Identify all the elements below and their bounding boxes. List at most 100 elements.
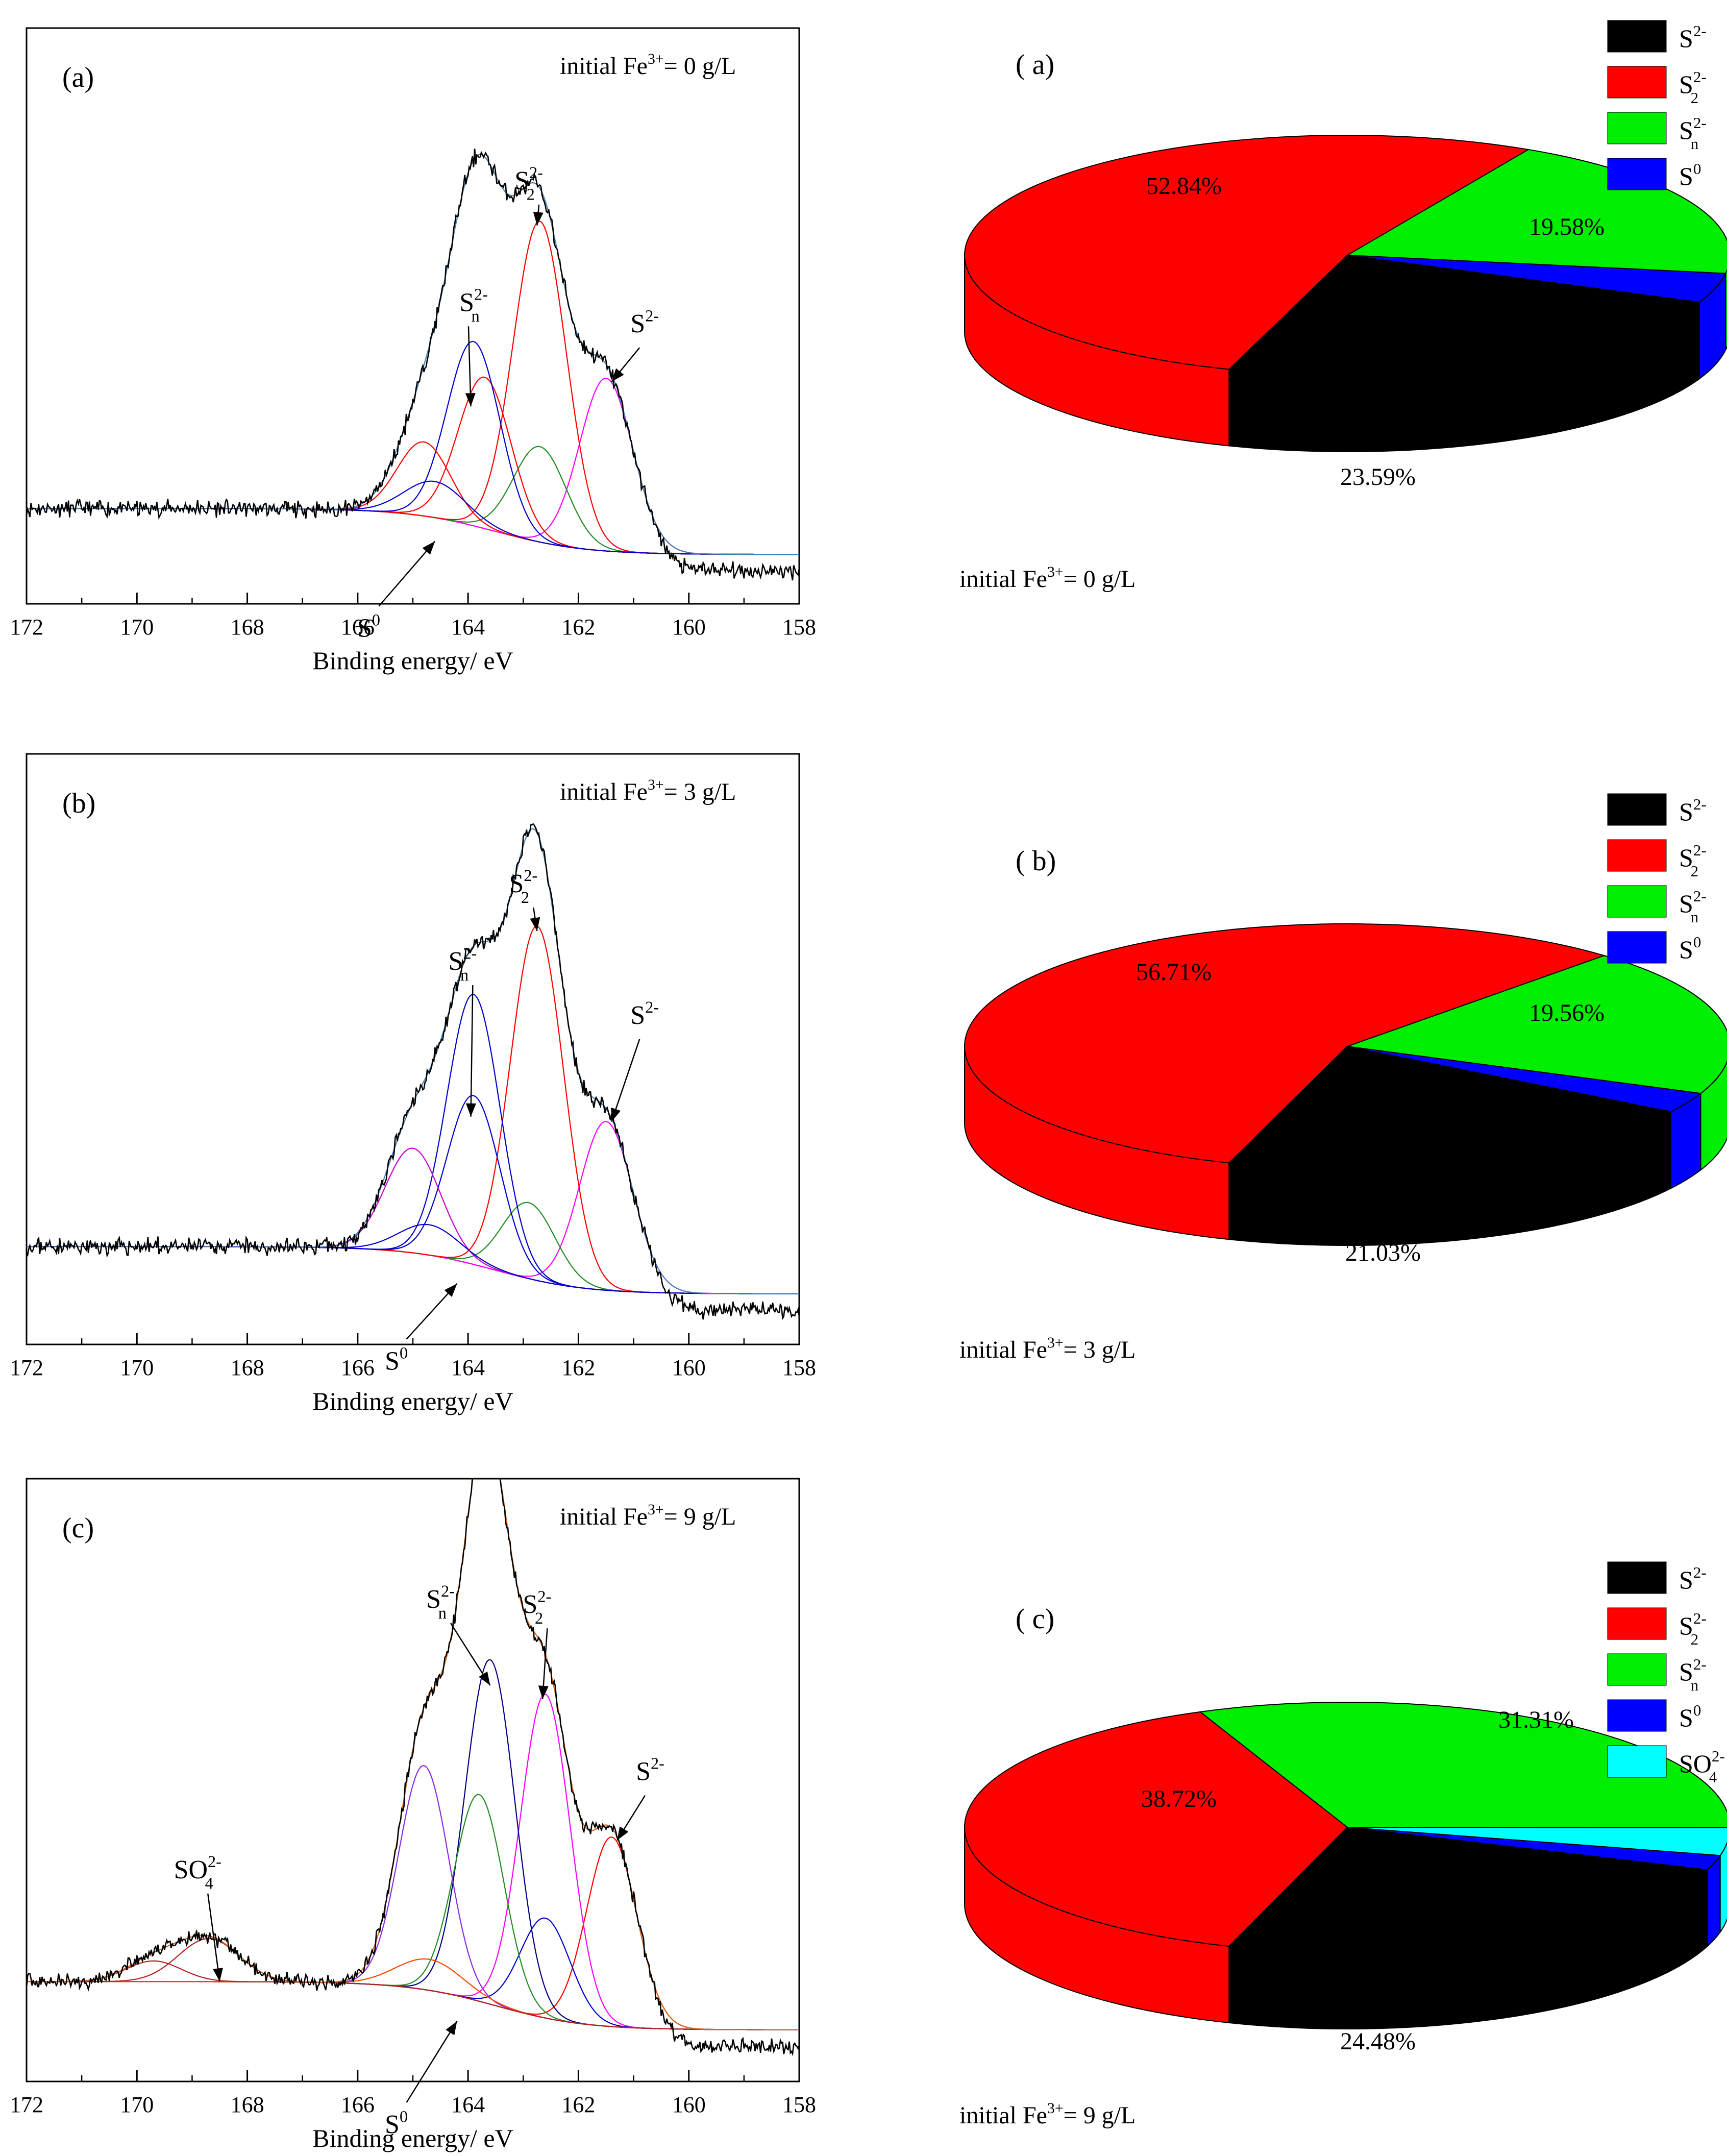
annotation-label-base: S: [426, 1585, 441, 1614]
annotation-arrow-head: [444, 1283, 457, 1297]
pie-data-label: 24.48%: [1340, 2028, 1416, 2055]
annotation-label-sup: 0: [400, 2107, 408, 2125]
series-s0: [27, 1223, 799, 1294]
legend-label: S2-: [1679, 1563, 1707, 1594]
annotation-label-sup: 2-: [463, 944, 477, 962]
annotation-label-sup: 2-: [645, 998, 659, 1016]
plot-frame: [26, 1478, 800, 2082]
annotation-label-sup: 2-: [651, 1754, 664, 1773]
pie-slice-s2-2-: [964, 135, 1530, 370]
x-tick-label: 158: [782, 2092, 816, 2117]
legend-label-base: S: [1679, 935, 1693, 964]
series-sn-2--(3): [27, 1147, 799, 1294]
pie-data-label: 2.7%: [1521, 1168, 1572, 1195]
annotation-label: S2- n: [448, 944, 477, 984]
annotation-label: S2- 2: [514, 163, 543, 204]
legend-label-base: S: [1679, 1611, 1693, 1640]
x-tick-label: 166: [341, 2092, 375, 2117]
x-tick-label: 162: [561, 2092, 595, 2117]
annotation-arrow-head: [422, 541, 435, 555]
pie-panel-1: 21.03% 56.71% 19.56% 2.7% ( b) initial Fe3+= …: [959, 793, 1727, 1363]
condition-label-prefix: initial Fe: [959, 1336, 1047, 1363]
pie-data-label: 56.71%: [1136, 959, 1212, 986]
annotation-arrow-head: [538, 1685, 549, 1699]
condition-label: initial Fe3+= 3 g/L: [959, 1334, 1136, 1363]
annotation-arrow-line: [378, 541, 436, 607]
series-sn-2-: [27, 1659, 799, 2030]
annotation-arrow-line: [406, 2021, 458, 2103]
legend-label-sup: 2-: [1693, 1655, 1707, 1673]
pie-side-sn-2-: [1725, 268, 1727, 351]
x-tick-label: 168: [231, 1355, 264, 1380]
annotation-label-sup: 2-: [208, 1852, 221, 1871]
x-axis-label: Binding energy/ eV: [312, 1387, 513, 1415]
x-tick-label: 158: [782, 1355, 816, 1380]
series-raw: [27, 149, 799, 581]
pie-data-label: 19.56%: [1529, 999, 1605, 1026]
pie-slice-s2-: [1228, 1826, 1709, 1953]
legend-swatch: [1607, 793, 1667, 826]
legend-label: S0: [1679, 160, 1701, 190]
annotation-label-sub: n: [438, 1604, 447, 1622]
x-tick-label: 162: [561, 1355, 595, 1380]
legend-label: S2- n: [1679, 887, 1707, 926]
legend-label-base: S: [1679, 162, 1693, 190]
legend-label-sub: n: [1691, 135, 1699, 153]
legend-label-sub: 4: [1709, 1768, 1717, 1786]
annotation-label: SO2- 4: [174, 1852, 221, 1893]
annotation-arrow-head: [611, 1107, 621, 1122]
annotation-label-base: S: [459, 288, 474, 317]
legend-swatch: [1607, 1745, 1667, 1778]
series-sn-2--(3): [27, 441, 799, 555]
legend-swatch: [1607, 1607, 1667, 1640]
annotation-label-base: S: [385, 2110, 400, 2139]
series-s2--(1): [27, 1121, 799, 1294]
x-tick-label: 160: [672, 615, 706, 640]
x-tick-label: 166: [341, 1355, 375, 1380]
legend-swatch: [1607, 1653, 1667, 1686]
condition-label: initial Fe3+= 9 g/L: [560, 1501, 736, 1530]
legend-label-sup: 2-: [1693, 887, 1707, 905]
legend-label-sub: n: [1691, 908, 1699, 926]
legend-label: S2- 2: [1679, 841, 1707, 880]
annotation-label-sub: n: [460, 966, 468, 984]
pie-slice-s2-: [1227, 254, 1701, 376]
legend-label-sub: n: [1691, 1676, 1699, 1694]
pie-slice-sn-2-: [1347, 955, 1727, 1094]
x-tick-label: 160: [672, 1355, 706, 1380]
legend-label: SO2- 4: [1679, 1747, 1725, 1786]
condition-label-sup: 3+: [1047, 564, 1064, 580]
pie-data-label: 38.72%: [1141, 1785, 1217, 1812]
panel-label: (b): [62, 788, 95, 819]
annotation-label: S2-: [630, 306, 659, 338]
annotation-arrow-line: [611, 1039, 640, 1122]
x-tick-label: 164: [451, 1355, 485, 1380]
x-tick-label: 170: [120, 1355, 154, 1380]
legend-label-sup: 2-: [1712, 1747, 1725, 1765]
pie-slice-sn-2-: [1199, 1702, 1727, 1828]
condition-label-prefix: initial Fe: [560, 778, 648, 805]
condition-label: initial Fe3+= 3 g/L: [560, 776, 736, 805]
pie-slice-s0: [1347, 255, 1726, 303]
legend-label-sup: 2-: [1693, 1609, 1707, 1627]
pie-side-so4-2-: [1719, 1842, 1727, 1934]
series-background: [27, 1246, 799, 1294]
pie-data-label: 23.59%: [1340, 463, 1416, 491]
x-tick-label: 168: [231, 615, 264, 640]
annotation-arrow-head: [611, 368, 624, 382]
legend-swatch: [1607, 66, 1667, 99]
annotation-arrow-head: [465, 393, 476, 407]
series-s2-2-: [27, 1694, 799, 2030]
pie-data-label: 1.9%: [1534, 1913, 1585, 1940]
annotation-label-base: S: [448, 947, 463, 976]
legend-swatch: [1607, 1699, 1667, 1732]
condition-label-sup: 3+: [648, 776, 664, 793]
legend-swatch: [1607, 839, 1667, 872]
condition-label-suffix: = 9 g/L: [1064, 2102, 1136, 2129]
legend-label-base: S: [1679, 843, 1693, 872]
pie-side-s0: [1707, 1854, 1721, 1948]
annotation-label-sup: 0: [372, 611, 380, 629]
annotation-label-sub: 2: [535, 1609, 543, 1627]
annotation-arrow-head: [213, 1968, 223, 1982]
legend-label-base: S: [1679, 70, 1693, 99]
